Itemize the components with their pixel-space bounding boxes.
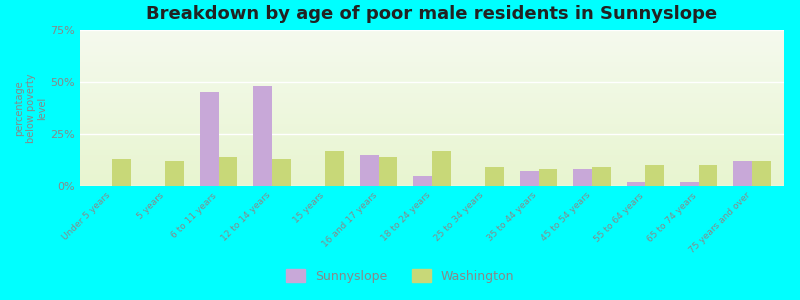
Bar xyxy=(218,157,238,186)
Bar xyxy=(646,165,664,186)
Y-axis label: percentage
below poverty
level: percentage below poverty level xyxy=(14,73,48,143)
Title: Breakdown by age of poor male residents in Sunnyslope: Breakdown by age of poor male residents … xyxy=(146,5,718,23)
Bar xyxy=(592,167,610,186)
Bar xyxy=(538,169,558,186)
Bar xyxy=(200,92,218,186)
Bar xyxy=(112,159,130,186)
Bar xyxy=(272,159,290,186)
Legend: Sunnyslope, Washington: Sunnyslope, Washington xyxy=(281,264,519,288)
Bar xyxy=(574,169,592,186)
Bar xyxy=(254,86,272,186)
Bar xyxy=(486,167,504,186)
Bar xyxy=(734,161,752,186)
Bar xyxy=(626,182,646,186)
Bar xyxy=(326,151,344,186)
Bar xyxy=(432,151,450,186)
Bar xyxy=(360,155,378,186)
Bar xyxy=(414,176,432,186)
Bar xyxy=(752,161,770,186)
Bar xyxy=(166,161,184,186)
Bar xyxy=(680,182,698,186)
Bar xyxy=(378,157,398,186)
Bar xyxy=(520,171,538,186)
Bar xyxy=(698,165,718,186)
